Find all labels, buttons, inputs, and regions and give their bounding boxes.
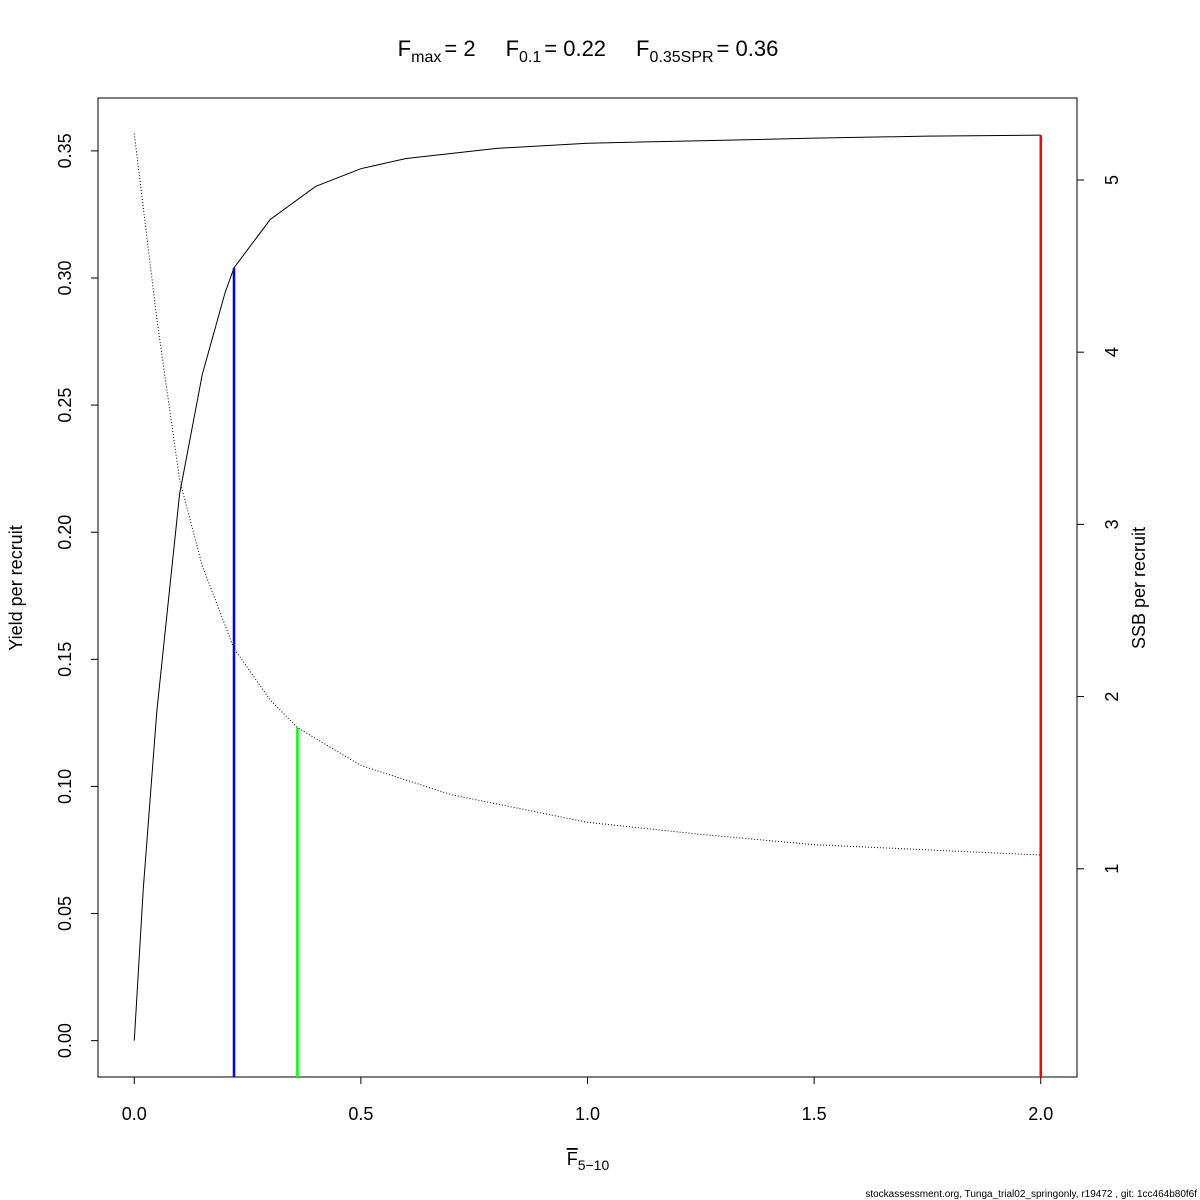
y-tick-label: 0.30 — [55, 260, 75, 295]
title-symbol: F — [636, 36, 649, 61]
title-symbol: F — [398, 36, 411, 61]
plot-frame — [97, 97, 1078, 1078]
y2-axis-label: SSB per recruit — [1129, 527, 1149, 649]
x-tick-label: 0.5 — [348, 1104, 373, 1124]
chart-title: Fmax = 2 F0.1 = 0.22 F0.35SPR = 0.36 — [398, 36, 779, 66]
x-label-subscript: 5−10 — [578, 1157, 610, 1173]
series-line — [133, 134, 1041, 1041]
y2-tick-label: 5 — [1102, 175, 1122, 185]
title-value: = 2 — [444, 36, 475, 61]
title-value: = 0.36 — [717, 36, 779, 61]
x-tick-label: 0.0 — [122, 1104, 147, 1124]
y-axis-label: Yield per recruit — [6, 525, 26, 650]
y2-tick-label: 1 — [1102, 864, 1122, 874]
series-line — [133, 133, 1041, 856]
title-subscript: 0.1 — [519, 49, 541, 66]
y-tick-label: 0.10 — [55, 769, 75, 804]
title-symbol: F — [506, 36, 519, 61]
y-tick-label: 0.35 — [55, 133, 75, 168]
y-tick-label: 0.05 — [55, 896, 75, 931]
title-subscript: 0.35SPR — [650, 49, 714, 66]
y2-tick-label: 3 — [1102, 519, 1122, 529]
x-tick-label: 1.0 — [575, 1104, 600, 1124]
y-tick-label: 0.15 — [55, 642, 75, 677]
x-tick-label: 2.0 — [1028, 1104, 1053, 1124]
x-tick-label: 1.5 — [802, 1104, 827, 1124]
title-value: = 0.22 — [544, 36, 606, 61]
y-tick-label: 0.25 — [55, 388, 75, 423]
title-subscript: max — [411, 49, 441, 66]
y-tick-label: 0.20 — [55, 515, 75, 550]
y2-tick-label: 4 — [1102, 347, 1122, 357]
x-axis-label: F5−10 — [567, 1149, 610, 1173]
footer: stockassessment.org, Tunga_trial02_sprin… — [865, 1189, 1197, 1200]
y-tick-label: 0.00 — [55, 1023, 75, 1058]
x-label-symbol: F — [567, 1149, 578, 1169]
y2-tick-label: 2 — [1102, 692, 1122, 702]
